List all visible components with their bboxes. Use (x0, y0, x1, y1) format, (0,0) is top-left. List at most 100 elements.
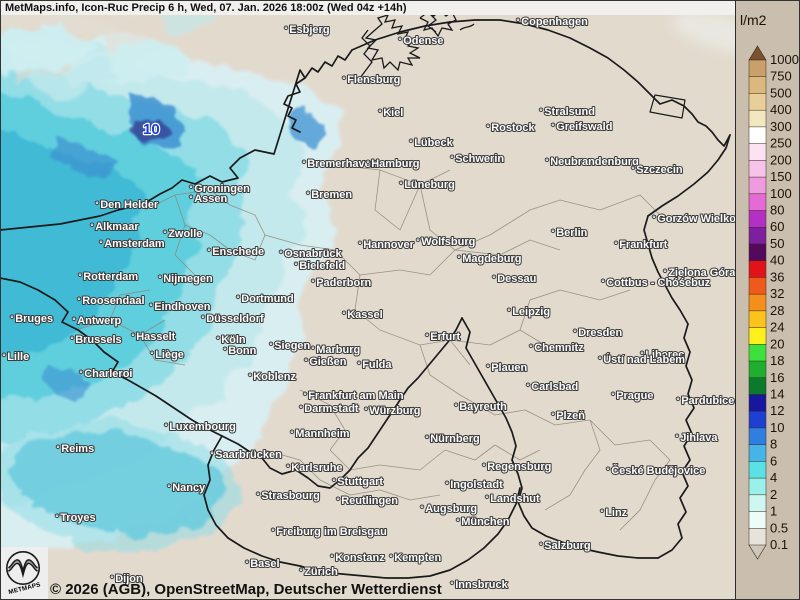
svg-text:10: 10 (143, 121, 160, 138)
svg-text:München: München (461, 516, 510, 528)
svg-text:Paderborn: Paderborn (316, 277, 371, 289)
svg-text:Brussels: Brussels (75, 334, 121, 346)
svg-text:300: 300 (770, 119, 792, 134)
svg-text:1: 1 (770, 504, 777, 519)
svg-text:Stuttgart: Stuttgart (337, 476, 383, 488)
svg-text:Luxembourg: Luxembourg (169, 421, 236, 433)
svg-text:Innsbruck: Innsbruck (455, 579, 508, 591)
svg-text:Siegen: Siegen (274, 340, 310, 352)
svg-text:16: 16 (770, 370, 784, 385)
svg-text:Lille: Lille (7, 351, 29, 363)
svg-text:28: 28 (770, 303, 784, 318)
svg-text:400: 400 (770, 102, 792, 117)
svg-text:Freiburg im Breisgau: Freiburg im Breisgau (276, 526, 387, 538)
svg-text:Karlsruhe: Karlsruhe (291, 462, 342, 474)
svg-text:Kassel: Kassel (347, 309, 382, 321)
svg-text:Zielona Góra: Zielona Góra (668, 267, 736, 279)
svg-text:České Budějovice: České Budějovice (611, 464, 705, 477)
svg-text:Ingolstadt: Ingolstadt (450, 479, 503, 491)
svg-text:Dresden: Dresden (578, 327, 622, 339)
svg-text:Saarbrücken: Saarbrücken (215, 449, 282, 461)
svg-text:Fulda: Fulda (362, 359, 392, 371)
svg-text:Den Helder: Den Helder (100, 199, 159, 211)
svg-text:Landshut: Landshut (490, 493, 540, 505)
svg-text:Würzburg: Würzburg (369, 405, 420, 417)
svg-text:Stralsund: Stralsund (544, 106, 595, 118)
svg-text:Pardubice: Pardubice (681, 395, 734, 407)
svg-text:Assen: Assen (194, 193, 227, 205)
svg-text:Darmstadt: Darmstadt (304, 403, 359, 415)
svg-text:Zwolle: Zwolle (168, 228, 202, 240)
svg-text:Alkmaar: Alkmaar (95, 221, 139, 233)
svg-text:Dessau: Dessau (497, 273, 536, 285)
svg-text:Flensburg: Flensburg (347, 74, 400, 86)
svg-text:Rostock: Rostock (491, 122, 535, 134)
svg-text:80: 80 (770, 203, 784, 218)
svg-text:Konstanz: Konstanz (335, 552, 385, 564)
svg-text:10: 10 (770, 420, 784, 435)
svg-text:Augsburg: Augsburg (425, 503, 477, 515)
svg-text:Copenhagen: Copenhagen (521, 16, 588, 28)
svg-text:24: 24 (770, 320, 784, 335)
svg-text:Roosendaal: Roosendaal (82, 295, 144, 307)
svg-text:l/m2: l/m2 (740, 12, 767, 28)
svg-text:Zürich: Zürich (304, 566, 338, 578)
svg-text:MetMaps.info, Icon-Ruc Precip: MetMaps.info, Icon-Ruc Precip 6 h, Wed, … (5, 2, 407, 14)
svg-text:50: 50 (770, 236, 784, 251)
svg-text:Frankfurt am Main: Frankfurt am Main (308, 390, 404, 402)
svg-text:Erfurt: Erfurt (430, 331, 460, 343)
svg-text:Strasbourg: Strasbourg (261, 490, 320, 502)
svg-text:Dortmund: Dortmund (241, 293, 294, 305)
svg-text:Osnabrück: Osnabrück (284, 248, 342, 260)
svg-text:Kiel: Kiel (383, 107, 403, 119)
svg-text:Kempten: Kempten (394, 552, 441, 564)
svg-text:150: 150 (770, 169, 792, 184)
svg-text:Odense: Odense (403, 35, 443, 47)
svg-text:Bremen: Bremen (311, 189, 352, 201)
svg-text:Nijmegen: Nijmegen (163, 273, 213, 285)
svg-text:14: 14 (770, 387, 784, 402)
svg-text:Gießen: Gießen (309, 356, 347, 368)
svg-text:Bielefeld: Bielefeld (299, 260, 345, 272)
svg-text:2: 2 (770, 487, 777, 502)
svg-text:1000: 1000 (770, 52, 799, 67)
svg-text:4: 4 (770, 470, 777, 485)
svg-text:0.1: 0.1 (770, 537, 788, 552)
svg-text:Plauen: Plauen (491, 362, 527, 374)
svg-text:Bayreuth: Bayreuth (459, 401, 507, 413)
svg-text:Berlin: Berlin (556, 227, 587, 239)
svg-text:32: 32 (770, 286, 784, 301)
svg-text:18: 18 (770, 353, 784, 368)
svg-text:Frankfurt: Frankfurt (619, 239, 668, 251)
svg-text:Leipzig: Leipzig (512, 306, 550, 318)
svg-text:Chemnitz: Chemnitz (534, 342, 584, 354)
svg-text:Basel: Basel (250, 558, 279, 570)
svg-text:12: 12 (770, 403, 784, 418)
svg-text:Reims: Reims (61, 443, 94, 455)
svg-text:Carlsbad: Carlsbad (531, 381, 578, 393)
svg-text:Szczecin: Szczecin (636, 164, 683, 176)
svg-text:Eindhoven: Eindhoven (154, 301, 211, 313)
svg-text:Lübeck: Lübeck (414, 137, 453, 149)
svg-text:Enschede: Enschede (212, 246, 264, 258)
svg-text:Nürnberg: Nürnberg (430, 433, 480, 445)
svg-text:Antwerp: Antwerp (77, 315, 121, 327)
svg-text:Neubrandenburg: Neubrandenburg (550, 156, 639, 168)
svg-text:Troyes: Troyes (60, 512, 95, 524)
svg-text:Salzburg: Salzburg (544, 540, 590, 552)
svg-text:Hannover: Hannover (363, 239, 414, 251)
svg-text:Plzeň: Plzeň (556, 410, 585, 422)
svg-text:250: 250 (770, 136, 792, 151)
svg-text:Amsterdam: Amsterdam (104, 238, 165, 250)
svg-text:Liège: Liège (155, 349, 184, 361)
svg-text:Esbjerg: Esbjerg (289, 24, 329, 36)
svg-text:Hamburg: Hamburg (371, 158, 419, 170)
svg-text:750: 750 (770, 69, 792, 84)
svg-text:Hasselt: Hasselt (136, 331, 175, 343)
svg-text:60: 60 (770, 219, 784, 234)
svg-text:Mannheim: Mannheim (295, 428, 350, 440)
svg-text:Marburg: Marburg (316, 344, 360, 356)
svg-text:Lüneburg: Lüneburg (404, 179, 455, 191)
svg-text:20: 20 (770, 336, 784, 351)
svg-text:Rotterdam: Rotterdam (83, 271, 138, 283)
